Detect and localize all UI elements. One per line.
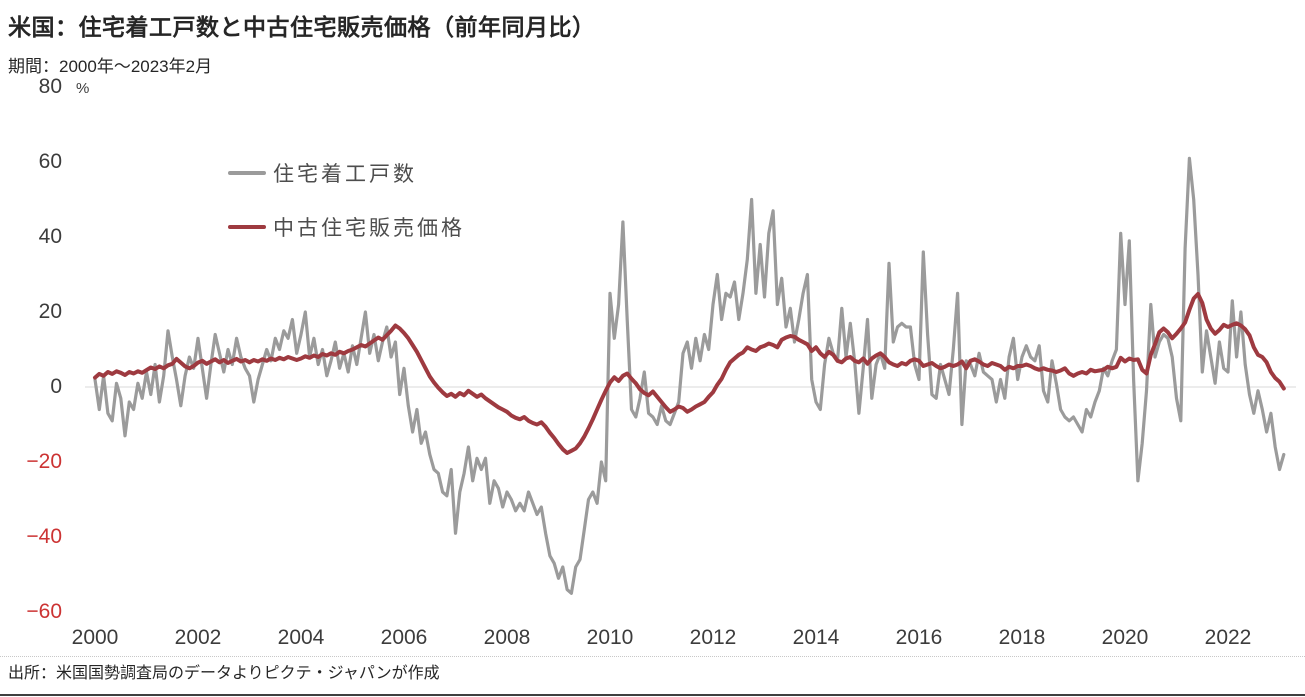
x-tick-label: 2004 bbox=[277, 626, 325, 649]
x-tick-label: 2018 bbox=[998, 626, 1046, 649]
x-tick-label: 2008 bbox=[483, 626, 531, 649]
x-tick-label: 2012 bbox=[689, 626, 737, 649]
home-price-legend-label: 中古住宅販売価格 bbox=[273, 217, 465, 240]
y-tick-label: 40 bbox=[38, 225, 62, 248]
y-tick-label: −60 bbox=[26, 600, 62, 623]
home-price-legend-swatch bbox=[228, 225, 266, 229]
chart-legend: 住宅着工戸数 中古住宅販売価格 bbox=[228, 158, 465, 266]
source-note: 出所：米国国勢調査局のデータよりピクテ・ジャパンが作成 bbox=[8, 665, 440, 682]
y-tick-label: 0 bbox=[50, 375, 62, 398]
legend-item-home-price: 中古住宅販売価格 bbox=[228, 212, 465, 242]
y-tick-label: −20 bbox=[26, 450, 62, 473]
x-tick-label: 2020 bbox=[1101, 626, 1149, 649]
housing-starts-line bbox=[93, 156, 1286, 595]
y-tick-label: 80 bbox=[38, 75, 62, 98]
housing-starts-legend-label: 住宅着工戸数 bbox=[273, 163, 417, 186]
y-tick-label: 60 bbox=[38, 150, 62, 173]
x-tick-label: 2014 bbox=[792, 626, 840, 649]
page-title: 米国：住宅着工戸数と中古住宅販売価格（前年同月比） bbox=[8, 14, 596, 40]
x-tick-label: 2006 bbox=[380, 626, 428, 649]
x-tick-label: 2002 bbox=[174, 626, 222, 649]
housing-starts-legend-swatch bbox=[228, 171, 266, 175]
x-tick-label: 2010 bbox=[586, 626, 634, 649]
y-tick-label: −40 bbox=[26, 525, 62, 548]
existing-home-price-line bbox=[93, 292, 1286, 455]
bottom-border-line bbox=[0, 694, 1305, 696]
y-tick-label: 20 bbox=[38, 300, 62, 323]
chart-period-subtitle: 期間：2000年～2023年2月 bbox=[8, 57, 213, 76]
y-axis-unit-label: % bbox=[76, 80, 90, 97]
x-tick-label: 2022 bbox=[1204, 626, 1252, 649]
x-tick-label: 2000 bbox=[71, 626, 119, 649]
x-tick-label: 2016 bbox=[895, 626, 943, 649]
footer-separator-line bbox=[0, 656, 1305, 657]
legend-item-housing-starts: 住宅着工戸数 bbox=[228, 158, 465, 188]
